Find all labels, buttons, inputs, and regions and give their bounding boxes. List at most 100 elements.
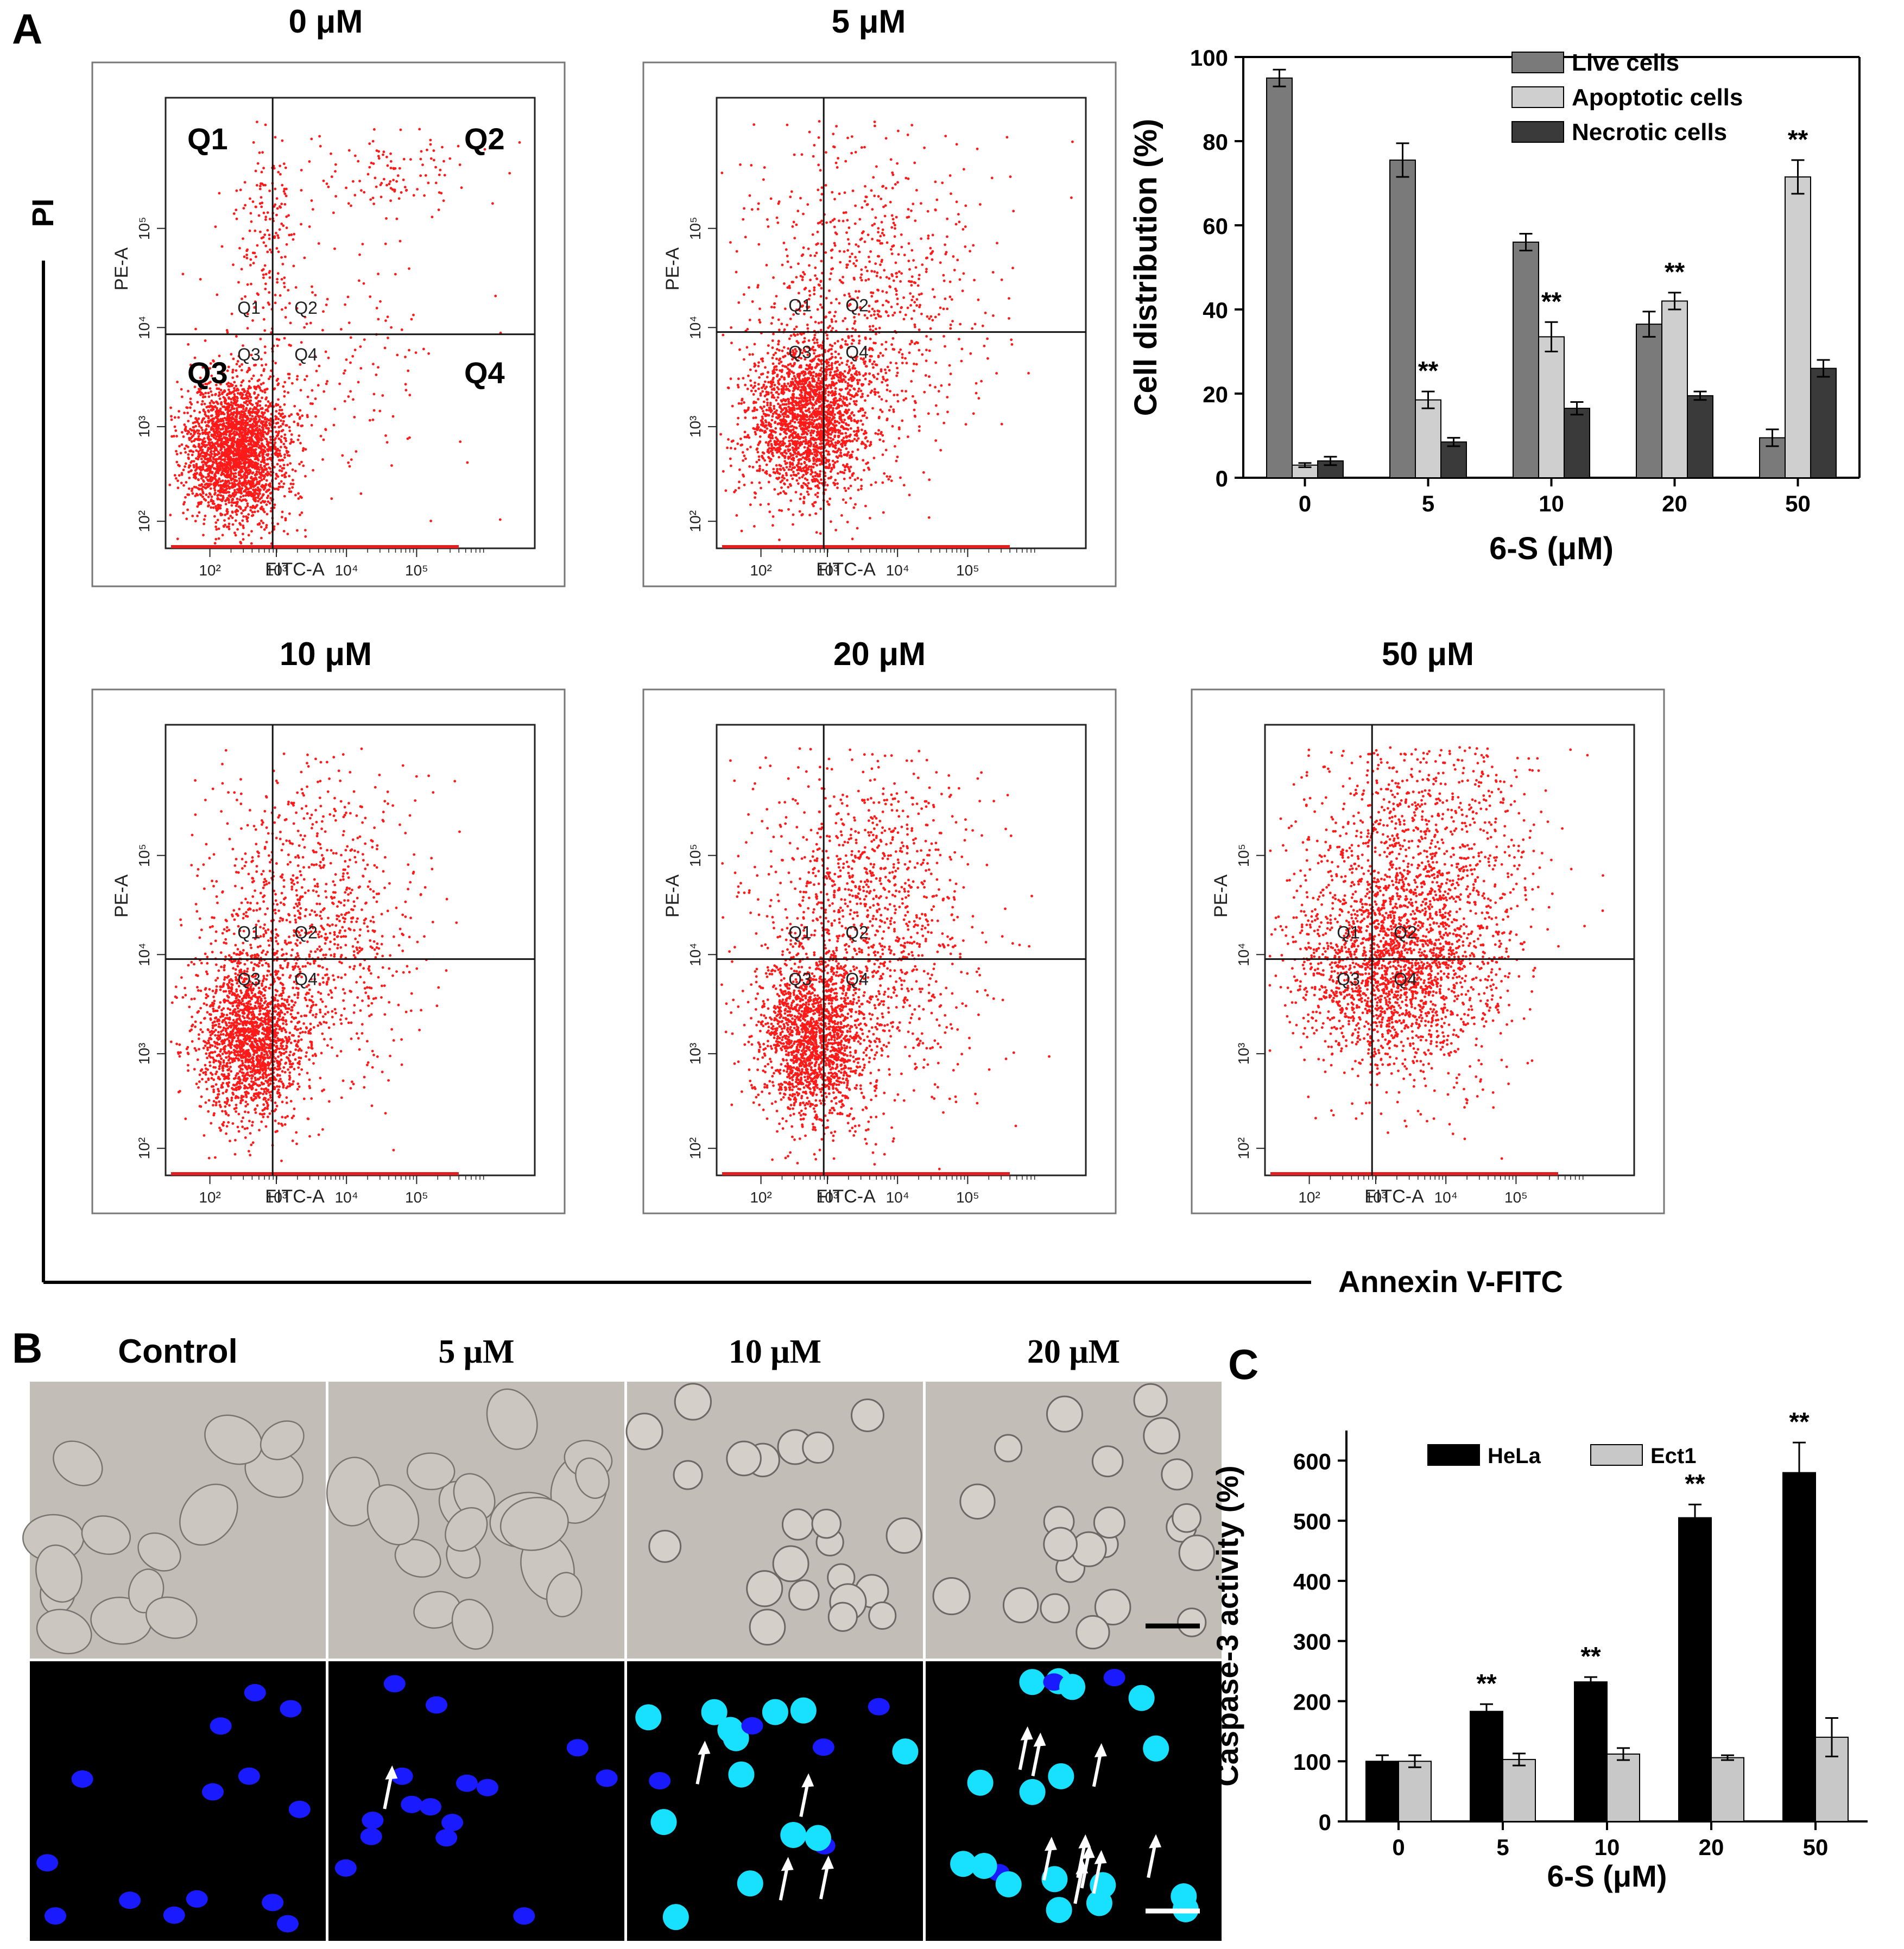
scatter-dot	[263, 329, 267, 332]
scatter-dot	[765, 414, 768, 417]
scatter-dot	[769, 402, 772, 404]
scatter-dot	[239, 474, 242, 477]
scatter-dot	[752, 427, 755, 430]
scatter-dot	[278, 228, 281, 231]
scatter-dot	[856, 477, 859, 480]
scatter-dot	[771, 436, 774, 440]
scatter-dot	[846, 521, 849, 523]
scatter-dot	[175, 453, 179, 455]
scatter-dot	[762, 452, 766, 455]
scatter-dot	[220, 393, 224, 395]
scatter-dot	[232, 495, 236, 498]
scatter-dot	[239, 542, 243, 545]
scatter-dot	[837, 447, 840, 451]
scatter-dot	[834, 444, 837, 447]
scatter-dot	[255, 410, 257, 414]
scatter-dot	[844, 489, 847, 492]
scatter-dot	[259, 338, 262, 340]
scatter-dot	[737, 416, 740, 420]
scatter-dot	[183, 423, 186, 426]
scatter-dot	[310, 199, 313, 202]
scatter-dot	[201, 495, 204, 498]
scatter-dot	[232, 357, 235, 360]
scatter-dot	[250, 514, 254, 517]
scatter-dot	[311, 389, 314, 392]
scatter-dot	[350, 458, 353, 461]
scatter-dot	[253, 506, 256, 509]
scatter-dot	[871, 363, 874, 365]
scatter-dot	[266, 454, 269, 457]
scatter-dot	[819, 507, 823, 510]
scatter-dot	[851, 450, 854, 453]
scatter-dot	[847, 365, 851, 369]
scatter-dot	[249, 423, 252, 427]
scatter-dot	[877, 372, 880, 376]
scatter-dot	[201, 417, 205, 420]
scatter-dot	[227, 419, 230, 422]
scatter-dot	[249, 264, 252, 267]
scatter-dot	[350, 204, 352, 207]
scatter-dot	[230, 413, 233, 415]
scatter-dot	[805, 419, 808, 422]
scatter-dot	[184, 427, 187, 431]
scatter-dot	[300, 223, 302, 226]
scatter-dot	[262, 273, 265, 276]
scatter-dot	[199, 469, 203, 472]
scatter-dot	[384, 319, 387, 322]
scatter-dot	[194, 425, 198, 428]
scatter-dot	[768, 421, 770, 425]
scatter-dot	[322, 179, 325, 182]
scatter-dot	[279, 414, 282, 417]
scatter-dot	[218, 192, 221, 195]
scatter-dot	[236, 483, 239, 486]
scatter-dot	[810, 470, 813, 472]
scatter-dot	[278, 469, 281, 472]
scatter-dot	[177, 464, 180, 467]
scatter-dot	[287, 451, 290, 453]
scatter-dot	[408, 267, 410, 270]
scatter-dot	[806, 468, 808, 471]
scatter-dot	[282, 464, 286, 466]
scatter-dot	[262, 236, 265, 239]
scatter-dot	[276, 463, 279, 466]
scatter-dot	[261, 443, 264, 446]
scatter-dot	[788, 465, 792, 469]
scatter-dot	[420, 150, 423, 153]
scatter-dot	[767, 449, 770, 452]
scatter-dot	[752, 416, 755, 420]
scatter-dot	[722, 333, 725, 337]
scatter-dot	[263, 318, 265, 321]
scatter-dot	[240, 476, 243, 479]
scatter-dot	[801, 427, 805, 429]
scatter-dot	[226, 471, 230, 474]
scatter-dot	[851, 474, 854, 477]
flow-frame	[642, 61, 1117, 587]
scatter-dot	[262, 469, 265, 471]
scatter-dot	[762, 412, 766, 415]
scatter-dot	[292, 483, 295, 485]
scatter-dot	[747, 406, 750, 409]
scatter-dot	[831, 394, 834, 397]
scatter-dot	[274, 301, 277, 305]
scatter-dot	[222, 452, 225, 455]
scatter-dot	[251, 506, 254, 509]
scatter-dot	[213, 489, 217, 492]
scatter-dot	[292, 479, 294, 482]
scatter-dot	[200, 381, 203, 384]
scatter-dot	[231, 384, 234, 387]
scatter-dot	[223, 463, 226, 465]
scatter-dot	[283, 456, 286, 459]
scatter-dot	[223, 446, 226, 449]
scatter-dot	[254, 445, 257, 447]
scatter-dot	[282, 482, 286, 485]
scatter-dot	[285, 243, 288, 246]
scatter-dot	[263, 446, 267, 449]
scatter-dot	[780, 486, 783, 489]
scatter-dot	[269, 482, 271, 485]
scatter-dot	[813, 420, 816, 423]
scatter-dot	[261, 151, 264, 154]
scatter-dot	[240, 450, 243, 453]
scatter-dot	[201, 400, 204, 403]
scatter-dot	[904, 390, 907, 393]
scatter-dot	[879, 408, 882, 412]
